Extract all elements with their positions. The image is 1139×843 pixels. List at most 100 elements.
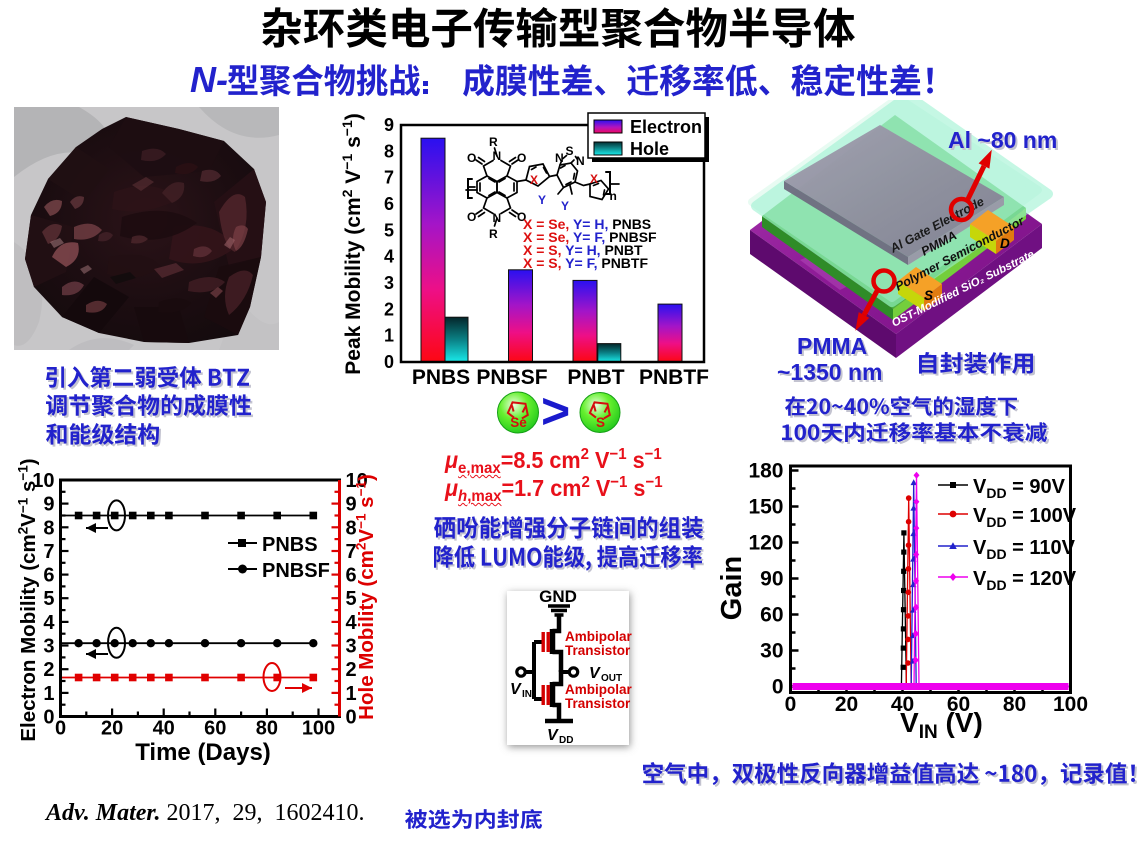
svg-text:Transistor: Transistor [565, 696, 631, 711]
svg-text:n: n [610, 189, 617, 203]
svg-text:0: 0 [384, 352, 394, 372]
svg-text:6: 6 [384, 194, 394, 214]
svg-text:Ambipolar: Ambipolar [565, 629, 633, 644]
svg-text:7: 7 [384, 168, 394, 188]
svg-text:120: 120 [748, 532, 783, 555]
svg-text:60: 60 [760, 604, 783, 627]
svg-text:3: 3 [346, 636, 357, 658]
svg-text:Time (Days): Time (Days) [135, 739, 271, 766]
svg-text:Transistor: Transistor [565, 643, 631, 658]
svg-text:Gain: Gain [716, 556, 748, 620]
svg-text:PNBSF: PNBSF [262, 560, 330, 582]
svg-text:V: V [589, 665, 601, 682]
svg-text:2: 2 [346, 659, 357, 681]
svg-text:0: 0 [346, 707, 357, 729]
svg-text:9: 9 [384, 115, 394, 135]
svg-text:90: 90 [760, 568, 783, 591]
svg-text:DD: DD [559, 735, 573, 746]
svg-text:4: 4 [384, 247, 394, 267]
svg-text:N: N [555, 151, 564, 165]
svg-text:2: 2 [43, 659, 54, 681]
svg-text:O: O [517, 151, 526, 165]
svg-text:2: 2 [384, 299, 394, 319]
svg-text:Electron: Electron [630, 117, 702, 137]
svg-text:VIN (V): VIN (V) [900, 707, 983, 743]
svg-text:GND: GND [539, 587, 577, 606]
svg-text:D: D [1000, 236, 1010, 251]
svg-text:4: 4 [346, 612, 358, 634]
svg-text:1: 1 [43, 683, 54, 705]
svg-text:O: O [467, 210, 476, 224]
svg-text:Y: Y [561, 199, 569, 213]
svg-text:Hole: Hole [630, 139, 669, 159]
svg-text:PNBS: PNBS [412, 366, 470, 389]
svg-text:5: 5 [346, 588, 357, 610]
svg-text:60: 60 [204, 718, 226, 740]
svg-text:VDD = 120V: VDD = 120V [973, 568, 1077, 593]
svg-text:N: N [493, 149, 502, 163]
svg-text:Peak Mobility (cm2 V−1 s−1): Peak Mobility (cm2 V−1 s−1) [339, 113, 365, 374]
svg-text:R: R [489, 135, 498, 149]
svg-text:V: V [547, 727, 559, 744]
svg-text:40: 40 [153, 718, 175, 740]
svg-text:7: 7 [346, 541, 357, 563]
svg-text:S: S [566, 144, 574, 158]
svg-text:3: 3 [43, 636, 54, 658]
svg-text:OUT: OUT [601, 673, 622, 684]
svg-text:Hole Mobility (cm2V−1 s−1): Hole Mobility (cm2V−1 s−1) [354, 474, 379, 720]
svg-text:>: > [541, 385, 570, 439]
svg-text:6: 6 [43, 565, 54, 587]
svg-text:PNBSF: PNBSF [476, 366, 547, 389]
svg-text:9: 9 [346, 494, 357, 516]
svg-text:0: 0 [43, 707, 54, 729]
svg-text:100: 100 [302, 718, 335, 740]
svg-text:30: 30 [760, 640, 783, 663]
svg-text:5: 5 [384, 220, 394, 240]
svg-text:40: 40 [891, 693, 914, 716]
svg-text:4: 4 [43, 612, 55, 634]
svg-text:Se: Se [510, 415, 527, 430]
svg-text:Y: Y [538, 193, 546, 207]
svg-text:3: 3 [384, 273, 394, 293]
svg-text:9: 9 [43, 494, 54, 516]
svg-text:O: O [517, 210, 526, 224]
svg-text:IN: IN [522, 689, 532, 700]
svg-text:VDD = 100V: VDD = 100V [973, 505, 1077, 530]
svg-text:10: 10 [32, 470, 54, 492]
svg-text:N: N [576, 154, 585, 168]
svg-text:8: 8 [346, 517, 357, 539]
svg-text:S: S [596, 415, 605, 430]
svg-text:Ambipolar: Ambipolar [565, 682, 633, 697]
svg-text:O: O [467, 151, 476, 165]
svg-text:1: 1 [346, 683, 357, 705]
svg-text:VDD = 90V: VDD = 90V [973, 476, 1066, 501]
svg-text:V: V [510, 681, 522, 698]
svg-text:7: 7 [43, 541, 54, 563]
svg-text:X: X [590, 172, 598, 186]
svg-text:N: N [493, 211, 502, 225]
svg-text:S: S [924, 288, 933, 303]
svg-text:6: 6 [346, 565, 357, 587]
svg-text:1: 1 [384, 326, 394, 346]
svg-text:100: 100 [1053, 693, 1088, 716]
svg-text:0: 0 [772, 676, 784, 699]
svg-text:80: 80 [1003, 693, 1026, 716]
svg-text:10: 10 [346, 470, 368, 492]
svg-text:PNBS: PNBS [262, 534, 318, 556]
svg-text:8: 8 [384, 141, 394, 161]
svg-text:0: 0 [785, 693, 797, 716]
svg-text:VDD = 110V: VDD = 110V [973, 537, 1076, 562]
svg-text:20: 20 [835, 693, 858, 716]
svg-text:80: 80 [256, 718, 278, 740]
svg-text:PNBT: PNBT [567, 366, 624, 389]
svg-text:150: 150 [748, 496, 783, 519]
svg-text:X: X [530, 173, 538, 187]
svg-text:20: 20 [101, 718, 123, 740]
svg-text:Electron Mobility (cm2V−1 s−1): Electron Mobility (cm2V−1 s−1) [16, 458, 41, 741]
svg-text:8: 8 [43, 517, 54, 539]
svg-text:180: 180 [748, 460, 783, 483]
svg-text:60: 60 [947, 693, 970, 716]
svg-text:R: R [489, 227, 498, 241]
svg-text:5: 5 [43, 588, 54, 610]
svg-text:PNBTF: PNBTF [639, 366, 709, 389]
